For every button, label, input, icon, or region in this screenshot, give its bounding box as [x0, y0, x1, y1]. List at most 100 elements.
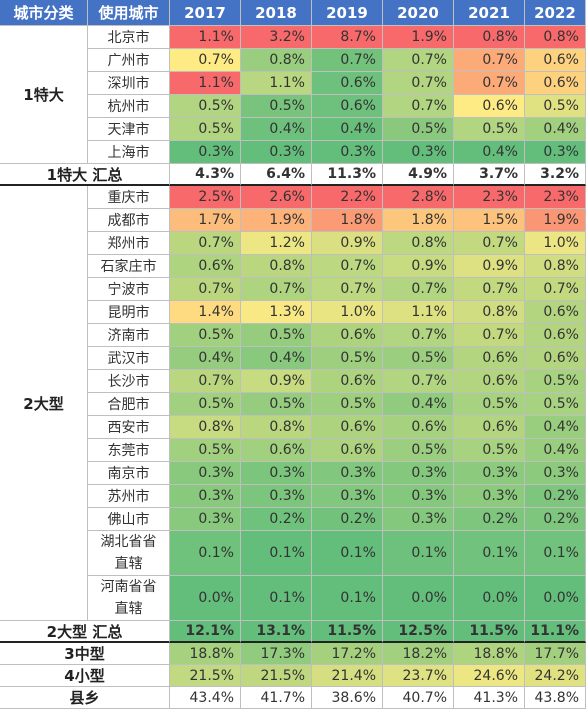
- heatmap-cell[interactable]: 21.5%: [170, 665, 241, 687]
- heatmap-cell[interactable]: 0.8%: [170, 416, 241, 439]
- header-cell[interactable]: 2021: [454, 0, 525, 26]
- heatmap-cell[interactable]: 0.3%: [383, 141, 454, 164]
- subtotal-cell[interactable]: 13.1%: [241, 621, 312, 643]
- heatmap-cell[interactable]: 0.9%: [241, 370, 312, 393]
- subtotal-cell[interactable]: 4.9%: [383, 164, 454, 186]
- heatmap-cell[interactable]: 2.5%: [170, 186, 241, 209]
- city-name-cell[interactable]: 合肥市: [88, 393, 170, 416]
- heatmap-cell[interactable]: 0.6%: [525, 49, 586, 72]
- heatmap-cell[interactable]: 0.6%: [454, 95, 525, 118]
- heatmap-cell[interactable]: 0.7%: [525, 278, 586, 301]
- city-name-cell[interactable]: 郑州市: [88, 232, 170, 255]
- heatmap-cell[interactable]: 0.5%: [454, 118, 525, 141]
- heatmap-cell[interactable]: 0.1%: [170, 531, 241, 576]
- heatmap-cell[interactable]: 0.6%: [312, 370, 383, 393]
- subtotal-cell[interactable]: 11.3%: [312, 164, 383, 186]
- heatmap-cell[interactable]: 0.6%: [312, 324, 383, 347]
- heatmap-cell[interactable]: 1.4%: [170, 301, 241, 324]
- heatmap-cell[interactable]: 8.7%: [312, 26, 383, 49]
- heatmap-cell[interactable]: 0.8%: [241, 49, 312, 72]
- heatmap-cell[interactable]: 0.3%: [312, 485, 383, 508]
- heatmap-cell[interactable]: 43.4%: [170, 687, 241, 709]
- heatmap-cell[interactable]: 2.3%: [525, 186, 586, 209]
- heatmap-cell[interactable]: 1.1%: [241, 72, 312, 95]
- heatmap-cell[interactable]: 0.0%: [170, 576, 241, 621]
- heatmap-cell[interactable]: 0.4%: [383, 393, 454, 416]
- heatmap-cell[interactable]: 0.3%: [454, 485, 525, 508]
- city-name-cell[interactable]: 上海市: [88, 141, 170, 164]
- heatmap-cell[interactable]: 0.3%: [170, 508, 241, 531]
- heatmap-cell[interactable]: 0.4%: [241, 118, 312, 141]
- category-label[interactable]: 4小型: [0, 665, 170, 687]
- city-name-cell[interactable]: 西安市: [88, 416, 170, 439]
- heatmap-cell[interactable]: 0.7%: [383, 95, 454, 118]
- header-cell[interactable]: 2017: [170, 0, 241, 26]
- heatmap-cell[interactable]: 0.5%: [454, 393, 525, 416]
- heatmap-cell[interactable]: 1.9%: [525, 209, 586, 232]
- heatmap-cell[interactable]: 0.9%: [312, 232, 383, 255]
- heatmap-cell[interactable]: 0.5%: [170, 324, 241, 347]
- heatmap-cell[interactable]: 18.2%: [383, 643, 454, 665]
- heatmap-cell[interactable]: 1.0%: [312, 301, 383, 324]
- heatmap-cell[interactable]: 0.8%: [241, 416, 312, 439]
- heatmap-cell[interactable]: 0.7%: [170, 278, 241, 301]
- heatmap-cell[interactable]: 0.5%: [241, 95, 312, 118]
- heatmap-cell[interactable]: 0.3%: [170, 141, 241, 164]
- subtotal-cell[interactable]: 11.1%: [525, 621, 586, 643]
- heatmap-cell[interactable]: 0.8%: [383, 232, 454, 255]
- heatmap-cell[interactable]: 0.1%: [312, 576, 383, 621]
- heatmap-cell[interactable]: 24.2%: [525, 665, 586, 687]
- heatmap-cell[interactable]: 0.5%: [383, 118, 454, 141]
- subtotal-cell[interactable]: 11.5%: [454, 621, 525, 643]
- subtotal-cell[interactable]: 12.1%: [170, 621, 241, 643]
- city-name-cell[interactable]: 苏州市: [88, 485, 170, 508]
- heatmap-cell[interactable]: 0.5%: [170, 393, 241, 416]
- heatmap-cell[interactable]: 1.8%: [383, 209, 454, 232]
- heatmap-cell[interactable]: 0.7%: [454, 72, 525, 95]
- heatmap-cell[interactable]: 21.4%: [312, 665, 383, 687]
- heatmap-cell[interactable]: 3.2%: [241, 26, 312, 49]
- heatmap-cell[interactable]: 0.6%: [241, 439, 312, 462]
- heatmap-cell[interactable]: 0.3%: [312, 141, 383, 164]
- heatmap-cell[interactable]: 0.5%: [383, 347, 454, 370]
- heatmap-cell[interactable]: 0.8%: [241, 255, 312, 278]
- heatmap-cell[interactable]: 0.3%: [383, 485, 454, 508]
- city-name-cell[interactable]: 杭州市: [88, 95, 170, 118]
- city-name-cell[interactable]: 长沙市: [88, 370, 170, 393]
- heatmap-cell[interactable]: 0.5%: [383, 439, 454, 462]
- heatmap-cell[interactable]: 0.3%: [383, 508, 454, 531]
- heatmap-cell[interactable]: 0.2%: [525, 485, 586, 508]
- heatmap-cell[interactable]: 0.3%: [241, 141, 312, 164]
- heatmap-cell[interactable]: 0.4%: [525, 118, 586, 141]
- heatmap-cell[interactable]: 0.8%: [454, 26, 525, 49]
- header-cell[interactable]: 使用城市: [88, 0, 170, 26]
- city-name-cell[interactable]: 石家庄市: [88, 255, 170, 278]
- heatmap-cell[interactable]: 0.5%: [312, 393, 383, 416]
- category-label[interactable]: 县乡: [0, 687, 170, 709]
- heatmap-cell[interactable]: 0.3%: [454, 462, 525, 485]
- heatmap-cell[interactable]: 0.5%: [170, 439, 241, 462]
- header-cell[interactable]: 2022: [525, 0, 586, 26]
- heatmap-cell[interactable]: 0.5%: [241, 324, 312, 347]
- heatmap-cell[interactable]: 0.6%: [383, 416, 454, 439]
- header-cell[interactable]: 2018: [241, 0, 312, 26]
- heatmap-cell[interactable]: 0.1%: [312, 531, 383, 576]
- heatmap-cell[interactable]: 0.6%: [312, 416, 383, 439]
- heatmap-cell[interactable]: 0.4%: [241, 347, 312, 370]
- heatmap-cell[interactable]: 1.0%: [525, 232, 586, 255]
- city-name-cell[interactable]: 成都市: [88, 209, 170, 232]
- heatmap-cell[interactable]: 0.9%: [383, 255, 454, 278]
- subtotal-label[interactable]: 1特大 汇总: [0, 164, 170, 186]
- heatmap-cell[interactable]: 1.3%: [241, 301, 312, 324]
- heatmap-cell[interactable]: 0.3%: [383, 462, 454, 485]
- heatmap-cell[interactable]: 17.7%: [525, 643, 586, 665]
- heatmap-cell[interactable]: 1.1%: [383, 301, 454, 324]
- subtotal-cell[interactable]: 6.4%: [241, 164, 312, 186]
- city-name-cell[interactable]: 东莞市: [88, 439, 170, 462]
- heatmap-cell[interactable]: 2.8%: [383, 186, 454, 209]
- city-name-cell[interactable]: 重庆市: [88, 186, 170, 209]
- heatmap-cell[interactable]: 41.7%: [241, 687, 312, 709]
- subtotal-cell[interactable]: 3.2%: [525, 164, 586, 186]
- heatmap-cell[interactable]: 0.9%: [454, 255, 525, 278]
- city-name-cell[interactable]: 深圳市: [88, 72, 170, 95]
